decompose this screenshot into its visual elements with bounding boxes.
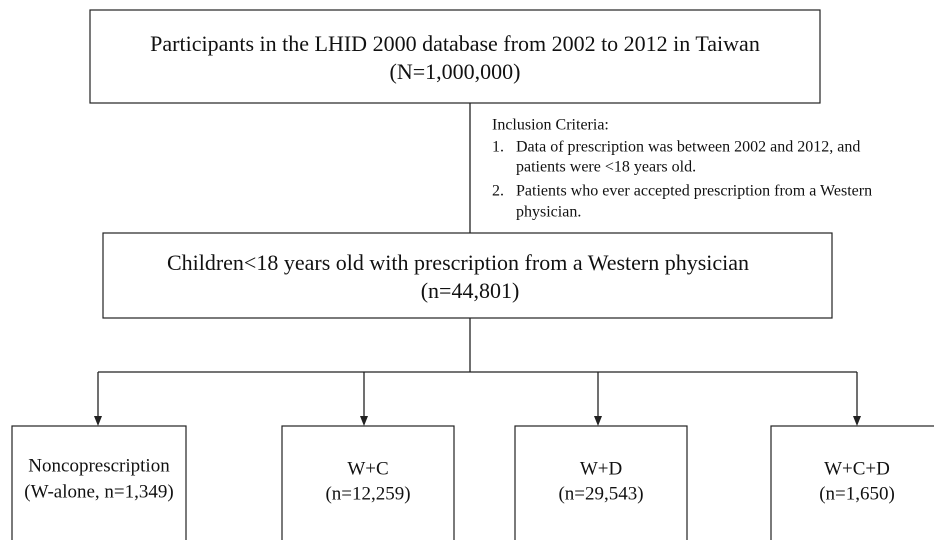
arrowhead — [360, 416, 368, 426]
top-box — [89, 9, 821, 104]
group-text: (W-alone, n=1,349) — [24, 481, 173, 502]
group-text: (n=12,259) — [325, 483, 410, 504]
group-text: (n=1,650) — [819, 483, 895, 504]
criteria-title: Inclusion Criteria: — [492, 117, 609, 134]
box-text: (n=44,801) — [421, 278, 520, 303]
criteria-text: Data of prescription was between 2002 an… — [516, 139, 860, 156]
box-text: (N=1,000,000) — [390, 59, 521, 84]
criteria-text: Patients who ever accepted prescription … — [516, 183, 872, 200]
criteria-text: patients were <18 years old. — [516, 159, 696, 176]
arrowhead — [94, 416, 102, 426]
middle-box — [102, 232, 833, 319]
arrowhead — [853, 416, 861, 426]
group-text: Noncoprescription — [28, 455, 170, 476]
group-text: W+D — [580, 458, 622, 479]
group-text: W+C+D — [824, 458, 890, 479]
box-text: Children<18 years old with prescription … — [167, 250, 749, 275]
group-text: W+C — [347, 458, 388, 479]
group-text: (n=29,543) — [558, 483, 643, 504]
group-box — [514, 425, 688, 540]
group-box — [281, 425, 455, 540]
criteria-number: 2. — [492, 183, 504, 200]
arrowhead — [594, 416, 602, 426]
criteria-number: 1. — [492, 139, 504, 156]
group-box — [770, 425, 934, 540]
criteria-text: physician. — [516, 204, 581, 221]
box-text: Participants in the LHID 2000 database f… — [150, 31, 760, 56]
group-box — [11, 425, 187, 540]
